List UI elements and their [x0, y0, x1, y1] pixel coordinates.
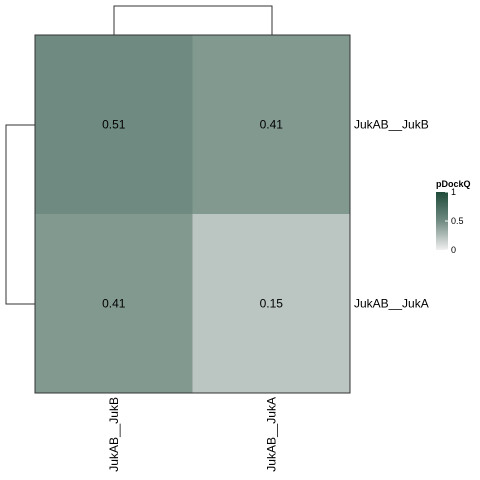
column-labels: JukAB__JukB JukAB__JukA	[107, 397, 279, 472]
column-label: JukAB__JukA	[264, 397, 278, 472]
heatmap-cells	[35, 35, 350, 393]
row-label: JukAB__JukA	[354, 297, 429, 311]
heatmap-cell	[192, 214, 350, 393]
legend-title: pDockQ	[436, 179, 471, 189]
legend-tick-label: 0.5	[451, 216, 464, 226]
heatmap-cell-labels: 0.51 0.41 0.41 0.15	[102, 118, 283, 311]
column-label: JukAB__JukB	[107, 397, 121, 472]
heatmap-cell	[35, 35, 193, 214]
row-label: JukAB__JukB	[354, 118, 429, 132]
legend-tick-label: 0	[451, 245, 456, 255]
cell-value-label: 0.41	[260, 118, 284, 132]
row-dendrogram-branch	[5, 124, 35, 305]
legend-tick-label: 1	[451, 187, 456, 197]
color-legend: pDockQ 10.50	[436, 179, 471, 255]
heatmap-border	[34, 34, 351, 394]
column-dendrogram-branch	[113, 5, 273, 35]
row-labels: JukAB__JukB JukAB__JukA	[354, 118, 429, 311]
cell-value-label: 0.41	[102, 297, 126, 311]
legend-ticks: 10.50	[445, 187, 464, 255]
heatmap-cell	[35, 214, 193, 393]
cell-value-label: 0.51	[102, 118, 126, 132]
row-dendrogram	[5, 124, 35, 305]
column-dendrogram	[113, 5, 273, 35]
heatmap-cell	[192, 35, 350, 214]
cell-value-label: 0.15	[260, 297, 284, 311]
legend-colorbar	[436, 192, 448, 250]
